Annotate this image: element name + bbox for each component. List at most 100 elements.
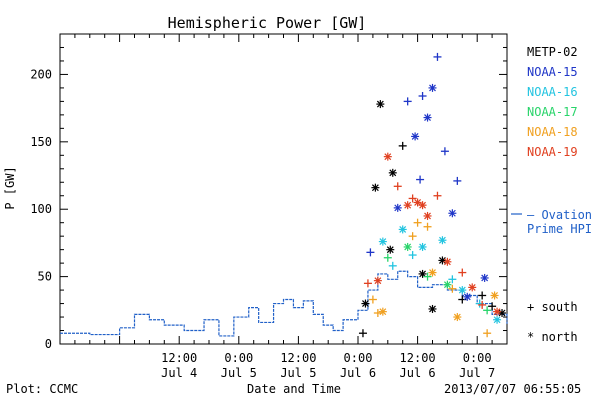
plus-marker	[448, 284, 457, 293]
star-marker	[463, 292, 472, 301]
plus-marker	[418, 92, 427, 100]
star-marker	[468, 283, 477, 292]
x-tick-date-label: Jul 5	[221, 366, 257, 380]
plus-marker	[363, 279, 372, 288]
marker-stroke	[386, 246, 394, 254]
star-marker	[443, 280, 452, 289]
star-marker	[480, 273, 489, 282]
marker-stroke	[424, 114, 431, 121]
x-tick-date-label: Jul 6	[400, 366, 436, 380]
legend-series-label: NOAA-17	[527, 105, 578, 119]
legend: METP-02 NOAA-15 NOAA-16 NOAA-17 NOAA-18 NOAA-…	[511, 45, 592, 344]
plus-marker	[483, 329, 492, 338]
marker-stroke	[419, 243, 426, 251]
plus-marker	[416, 175, 425, 184]
marker-stroke	[453, 313, 461, 321]
marker-stroke	[439, 257, 446, 264]
chart-title: Hemispheric Power [GW]	[168, 14, 367, 32]
plus-marker	[398, 141, 407, 150]
legend-series-label: NOAA-16	[527, 85, 578, 99]
marker-stroke	[362, 300, 369, 307]
plus-marker	[433, 191, 442, 200]
plus-marker	[423, 272, 432, 281]
x-tick-time-label: 12:00	[400, 351, 436, 365]
star-marker	[388, 168, 397, 177]
x-tick-time-label: 0:00	[344, 351, 373, 365]
footer-credit: Plot: CCMC	[6, 382, 78, 396]
marker-stroke	[379, 308, 387, 316]
star-marker	[428, 304, 437, 313]
legend-north-marker: * north	[527, 330, 578, 344]
plus-marker	[478, 291, 487, 300]
marker-stroke	[443, 258, 451, 266]
x-tick-date-label: Jul 7	[459, 366, 495, 380]
marker-stroke	[463, 293, 471, 301]
plus-marker	[383, 253, 392, 262]
star-marker	[403, 201, 412, 210]
marker-stroke	[419, 270, 426, 278]
star-marker	[428, 83, 437, 92]
plus-marker	[393, 182, 402, 191]
y-tick-label: 50	[38, 270, 52, 284]
marker-stroke	[493, 316, 501, 324]
legend-hpi-label-1: — Ovation	[527, 208, 592, 222]
star-marker	[438, 236, 447, 245]
marker-stroke	[493, 308, 501, 316]
plus-marker	[488, 302, 497, 311]
star-marker	[438, 256, 447, 265]
star-marker	[373, 276, 382, 285]
plus-marker	[358, 329, 367, 338]
star-marker	[418, 269, 427, 278]
star-marker	[428, 268, 437, 277]
marker-stroke	[439, 236, 446, 244]
y-axis: 0 50 100 150 200	[30, 33, 507, 351]
marker-stroke	[374, 277, 382, 285]
footer-timestamp: 2013/07/07 06:55:05	[444, 382, 581, 396]
legend-south-marker: + south	[527, 300, 578, 314]
plus-marker	[448, 275, 457, 284]
plus-marker	[388, 261, 397, 270]
x-tick-time-label: 12:00	[280, 351, 316, 365]
plus-marker	[403, 97, 412, 106]
x-tick-date-label: Jul 6	[340, 366, 376, 380]
plus-marker	[458, 268, 467, 277]
marker-stroke	[429, 305, 436, 313]
star-marker	[493, 315, 502, 324]
star-marker	[498, 309, 507, 317]
star-marker	[458, 286, 467, 295]
marker-stroke	[411, 133, 419, 140]
star-marker	[418, 242, 427, 251]
plus-marker	[366, 248, 375, 257]
marker-stroke	[404, 201, 412, 209]
x-tick-date-label: Jul 5	[280, 366, 316, 380]
marker-stroke	[389, 169, 397, 177]
star-marker	[393, 203, 402, 212]
plus-marker	[483, 306, 492, 315]
marker-stroke	[424, 212, 431, 220]
marker-stroke	[419, 201, 426, 209]
marker-stroke	[498, 309, 506, 317]
star-marker	[383, 152, 392, 161]
marker-stroke	[448, 209, 456, 217]
star-marker	[378, 237, 387, 246]
plus-marker	[408, 194, 417, 203]
plus-marker	[413, 218, 422, 227]
plus-marker	[373, 309, 382, 317]
x-tick-date-label: Jul 4	[161, 366, 197, 380]
star-marker	[423, 211, 432, 220]
x-tick-time-label: 0:00	[224, 351, 253, 365]
plus-marker	[368, 295, 377, 304]
marker-stroke	[399, 226, 407, 233]
plus-marker	[423, 222, 432, 231]
star-marker	[443, 257, 452, 266]
legend-series-label: METP-02	[527, 45, 578, 59]
star-marker	[371, 183, 380, 192]
x-axis-label: Date and Time	[247, 382, 341, 396]
star-marker	[490, 291, 499, 300]
hpi-line-path	[60, 270, 508, 337]
plus-marker	[408, 251, 417, 260]
ovation-hpi-line	[60, 270, 508, 337]
star-marker	[376, 100, 385, 109]
